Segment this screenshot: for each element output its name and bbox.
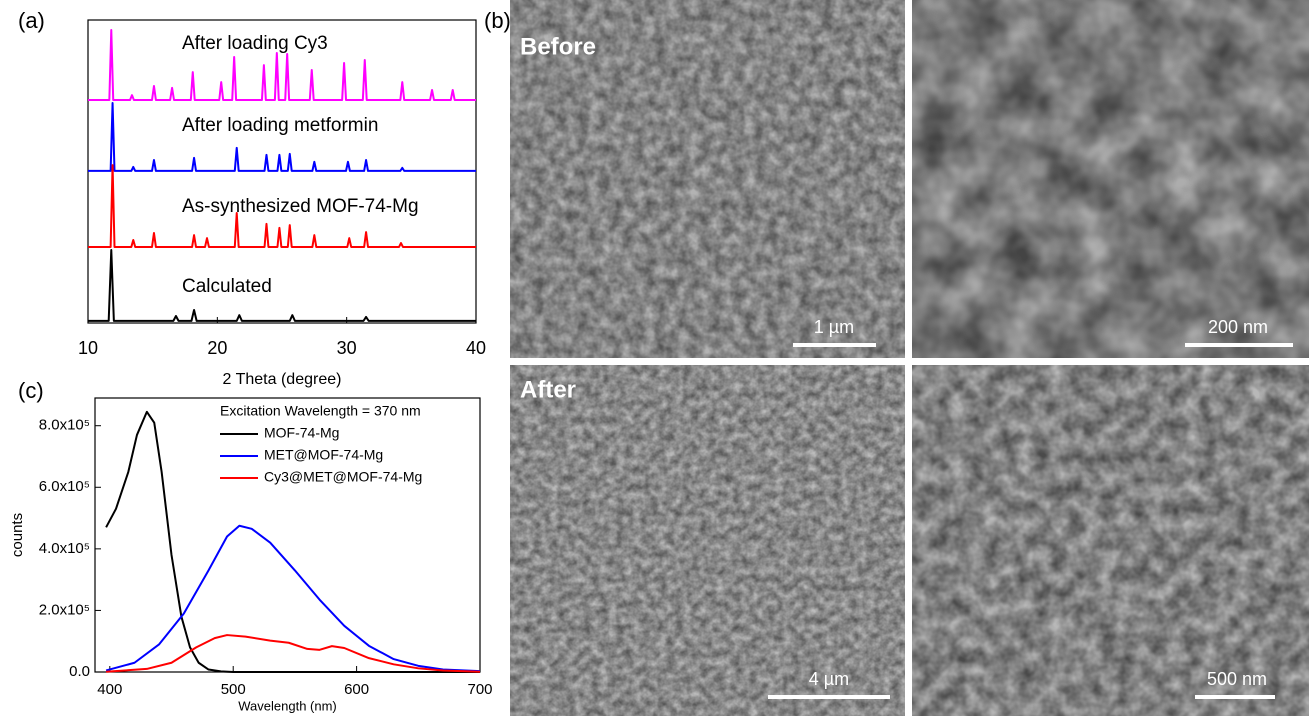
series-line (106, 526, 480, 671)
y-tick-label: 8.0x10⁵ (39, 417, 90, 434)
x-tick-label: 500 (221, 681, 246, 698)
y-axis-label: counts (9, 513, 26, 557)
x-tick-label: 10 (78, 338, 98, 358)
x-tick-label: 400 (97, 681, 122, 698)
figure: Before After 1 µm 200 nm 4 µm 500 nm (a)… (0, 0, 1309, 716)
x-axis-label: 2 Theta (degree) (223, 371, 342, 388)
x-tick-label: 700 (467, 681, 492, 698)
series-label: After loading metformin (182, 115, 378, 136)
x-tick-label: 20 (207, 338, 227, 358)
series-label: Calculated (182, 276, 272, 297)
legend-title: Excitation Wavelength = 370 nm (220, 403, 421, 419)
series-label: After loading Cy3 (182, 33, 328, 54)
y-tick-label: 0.0 (69, 663, 90, 680)
image-label: Before (520, 33, 596, 60)
y-tick-label: 4.0x10⁵ (39, 540, 90, 557)
sem-texture (912, 0, 1309, 358)
scale-bar-label: 500 nm (1207, 669, 1267, 689)
x-tick-label: 30 (337, 338, 357, 358)
sem-images: Before After 1 µm 200 nm 4 µm 500 nm (510, 0, 1309, 716)
y-tick-label: 2.0x10⁵ (39, 601, 90, 618)
series-label: As-synthesized MOF-74-Mg (182, 196, 419, 217)
scale-bar-label: 4 µm (809, 669, 849, 689)
series-line (88, 250, 476, 321)
legend-label: Cy3@MET@MOF-74-Mg (264, 469, 422, 485)
y-tick-label: 6.0x10⁵ (39, 478, 90, 495)
panel-label: (b) (484, 8, 511, 33)
scale-bar-label: 1 µm (814, 317, 854, 337)
panel-label: (a) (18, 8, 45, 33)
image-label: After (520, 376, 576, 403)
sem-texture (510, 365, 905, 716)
legend-label: MOF-74-Mg (264, 425, 339, 441)
x-tick-label: 40 (466, 338, 486, 358)
legend-label: MET@MOF-74-Mg (264, 447, 383, 463)
x-tick-label: 600 (344, 681, 369, 698)
x-axis-label: Wavelength (nm) (238, 698, 337, 713)
scale-bar-label: 200 nm (1208, 317, 1268, 337)
series-line (88, 103, 476, 171)
panel-label: (c) (18, 378, 44, 403)
sem-texture (912, 365, 1309, 716)
